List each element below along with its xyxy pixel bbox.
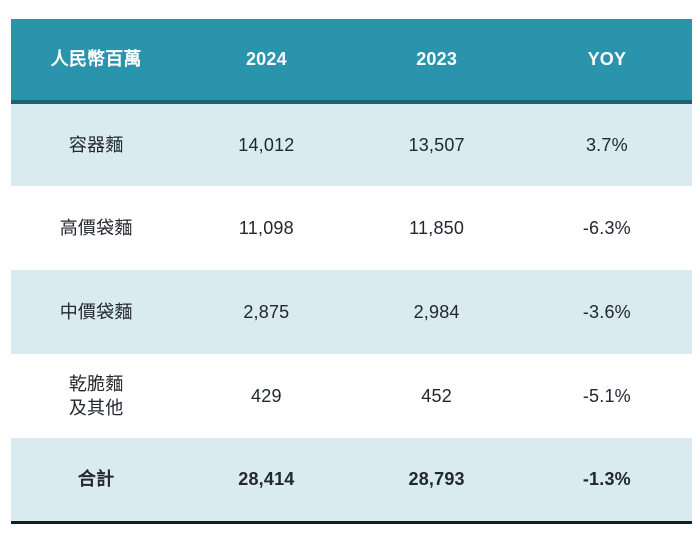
value-2024: 14,012 — [181, 102, 352, 186]
header-yoy: YOY — [521, 19, 692, 104]
value-2023: 2,984 — [351, 270, 522, 354]
row-label: 中價袋麵 — [11, 270, 182, 354]
row-label: 乾脆麵 及其他 — [11, 354, 182, 438]
value-yoy: -5.1% — [521, 354, 692, 438]
row-label: 容器麵 — [11, 102, 182, 186]
header-metric: 人民幣百萬 — [11, 19, 182, 104]
header-row: 人民幣百萬 2024 2023 YOY — [11, 19, 692, 104]
value-yoy: 3.7% — [521, 102, 692, 186]
value-yoy: -6.3% — [521, 186, 692, 270]
header-2024: 2024 — [181, 19, 352, 104]
value-yoy: -3.6% — [521, 270, 692, 354]
table-row-container-noodles: 容器麵 14,012 13,507 3.7% — [11, 102, 692, 186]
header-2023: 2023 — [351, 19, 522, 104]
value-2024: 2,875 — [181, 270, 352, 354]
sales-table: 人民幣百萬 2024 2023 YOY 容器麵 14,012 13,507 3.… — [11, 19, 692, 524]
row-label: 高價袋麵 — [11, 186, 182, 270]
total-2023: 28,793 — [351, 438, 522, 524]
total-2024: 28,414 — [181, 438, 352, 524]
value-2024: 11,098 — [181, 186, 352, 270]
value-2023: 13,507 — [351, 102, 522, 186]
value-2023: 11,850 — [351, 186, 522, 270]
value-2023: 452 — [351, 354, 522, 438]
total-row: 合計 28,414 28,793 -1.3% — [11, 438, 692, 524]
total-yoy: -1.3% — [521, 438, 692, 524]
table-row-mid-price-bag: 中價袋麵 2,875 2,984 -3.6% — [11, 270, 692, 354]
value-2024: 429 — [181, 354, 352, 438]
table-row-high-price-bag: 高價袋麵 11,098 11,850 -6.3% — [11, 186, 692, 270]
sales-table-container: 人民幣百萬 2024 2023 YOY 容器麵 14,012 13,507 3.… — [11, 19, 692, 524]
table-row-crispy-and-others: 乾脆麵 及其他 429 452 -5.1% — [11, 354, 692, 438]
total-label: 合計 — [11, 438, 182, 524]
